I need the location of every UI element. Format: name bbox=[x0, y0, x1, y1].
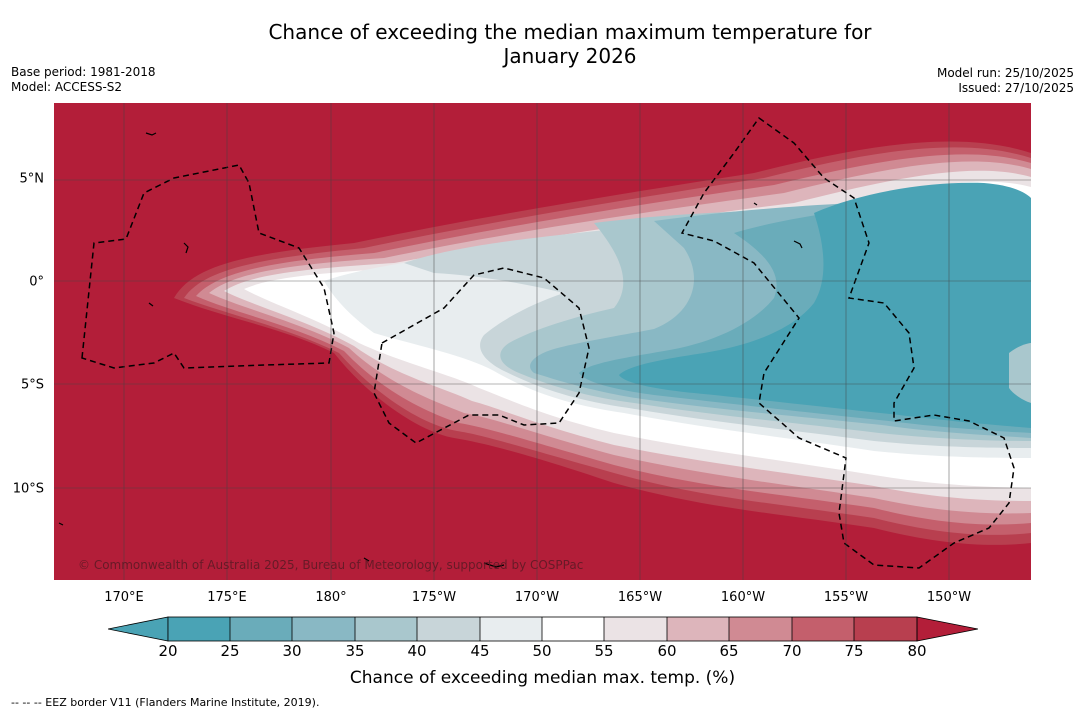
lon-label-175w: 175°W bbox=[411, 590, 457, 605]
lon-label-150w: 150°W bbox=[926, 590, 972, 605]
chart-title: Chance of exceeding the median maximum t… bbox=[0, 20, 1085, 68]
colorbar-bin-45-50 bbox=[480, 617, 542, 641]
colorbar-tick-45: 45 bbox=[470, 642, 490, 660]
lon-label-170e: 170°E bbox=[104, 590, 144, 605]
colorbar-tick-60: 60 bbox=[657, 642, 677, 660]
model-name: Model: ACCESS-S2 bbox=[11, 80, 123, 94]
lat-label-5n: 5°N bbox=[19, 171, 45, 187]
colorbar-bin-35-40 bbox=[355, 617, 417, 641]
lon-label-180: 180° bbox=[315, 590, 347, 605]
issued-date: Issued: 27/10/2025 bbox=[958, 81, 1074, 95]
colorbar-bin-60-65 bbox=[667, 617, 729, 641]
colorbar-tick-70: 70 bbox=[782, 642, 802, 660]
colorbar bbox=[108, 616, 978, 642]
colorbar-tick-20: 20 bbox=[158, 642, 178, 660]
colorbar-label-text: Chance of exceeding median max. temp. (%… bbox=[349, 668, 736, 688]
lat-label-0: 0° bbox=[29, 274, 44, 290]
colorbar-tick-65: 65 bbox=[719, 642, 739, 660]
colorbar-dividers bbox=[229, 617, 855, 641]
map-panel bbox=[54, 103, 1031, 580]
colorbar-bin-25-30 bbox=[230, 617, 292, 641]
lon-label-170w: 170°W bbox=[514, 590, 560, 605]
colorbar-label: Chance of exceeding median max. temp. (%… bbox=[0, 668, 1085, 688]
colorbar-bin-55-60 bbox=[604, 617, 667, 641]
eez-legend-note: -- -- -- EEZ border V11 (Flanders Marine… bbox=[11, 696, 320, 709]
copyright-credit: © Commonwealth of Australia 2025, Bureau… bbox=[78, 558, 584, 572]
lat-label-5s: 5°S bbox=[20, 377, 44, 393]
colorbar-bin-50-55 bbox=[542, 617, 604, 641]
colorbar-tick-50: 50 bbox=[532, 642, 552, 660]
islands bbox=[58, 132, 803, 568]
colorbar-over-arrow bbox=[916, 616, 978, 642]
colorbar-tick-30: 30 bbox=[282, 642, 302, 660]
lon-label-160w: 160°W bbox=[720, 590, 766, 605]
lat-label-10s: 10°S bbox=[12, 481, 44, 497]
map-svg bbox=[54, 103, 1031, 580]
lon-label-155w: 155°W bbox=[823, 590, 869, 605]
base-period: Base period: 1981-2018 bbox=[11, 65, 156, 79]
colorbar-under-arrow bbox=[108, 616, 169, 642]
colorbar-bin-75-80 bbox=[854, 617, 917, 641]
colorbar-tick-75: 75 bbox=[844, 642, 864, 660]
colorbar-tick-80: 80 bbox=[907, 642, 927, 660]
lon-label-175e: 175°E bbox=[207, 590, 247, 605]
meta-right: Model run: 25/10/2025 Issued: 27/10/2025 bbox=[937, 66, 1074, 96]
meta-left: Base period: 1981-2018 Model: ACCESS-S2 bbox=[11, 65, 156, 95]
colorbar-bin-40-45 bbox=[417, 617, 480, 641]
title-line-1: Chance of exceeding the median maximum t… bbox=[268, 20, 872, 44]
colorbar-frame bbox=[167, 616, 918, 642]
colorbar-tick-25: 25 bbox=[220, 642, 240, 660]
colorbar-bin-20-25 bbox=[168, 617, 230, 641]
model-run: Model run: 25/10/2025 bbox=[936, 66, 1074, 80]
band-under20-east bbox=[1009, 343, 1031, 403]
colorbar-bin-65-70 bbox=[729, 617, 792, 641]
gridlines bbox=[54, 103, 1031, 580]
colorbar-tick-35: 35 bbox=[345, 642, 365, 660]
colorbar-tick-55: 55 bbox=[594, 642, 614, 660]
band-under20 bbox=[619, 182, 1031, 428]
lon-label-165w: 165°W bbox=[617, 590, 663, 605]
colorbar-bin-70-75 bbox=[792, 617, 854, 641]
title-line-2: January 2026 bbox=[503, 44, 637, 68]
colorbar-bin-30-35 bbox=[292, 617, 355, 641]
colorbar-tick-40: 40 bbox=[407, 642, 427, 660]
eez-borders bbox=[81, 116, 1015, 569]
